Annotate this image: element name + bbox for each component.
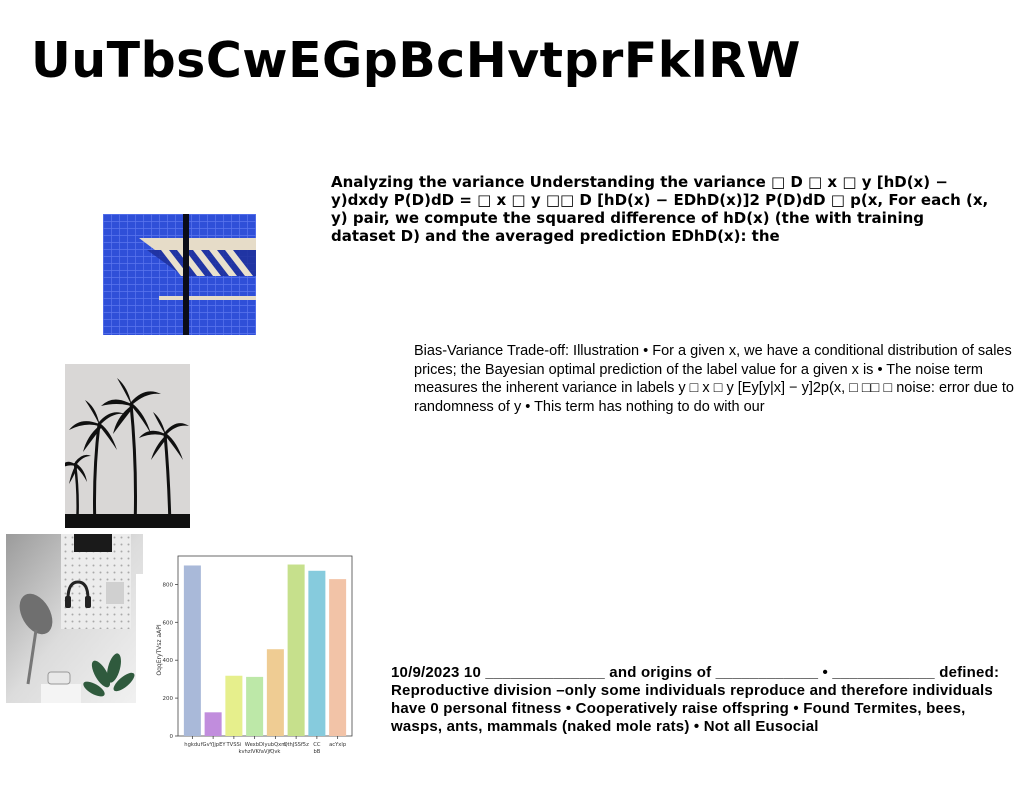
bar-chart: 0 200 400 600 800 hgkdu fGvYJjpEY TVSSi WexbDlkv…: [156, 555, 353, 755]
y-tick-label: 0: [170, 734, 174, 740]
x-tick-label: yubQxm: [264, 742, 286, 748]
x-tick-label: WexbDl: [245, 742, 265, 748]
x-tick-label: hgkdu: [184, 742, 200, 748]
x-tick-label: acYxlp: [329, 742, 347, 748]
text-block-eusocial: 10/9/2023 10 ______________ and origins …: [391, 664, 1000, 735]
x-tick-label-line2: bB: [313, 749, 320, 755]
plot-frame: [177, 555, 353, 737]
bar-WexbDl kvhzlVKfaVjf: [246, 676, 264, 736]
page-title: UuTbsCwEGpBcHvtprFklRW: [31, 32, 801, 89]
bar-QthJSSf5z: [287, 564, 305, 736]
x-tick-label: QthJSSf5z: [283, 742, 309, 748]
text-block-bias-variance: Bias-Variance Trade-off: Illustration • …: [414, 343, 1014, 415]
bar-fGvYJjpEY: [204, 712, 222, 736]
bar-CC bB: [308, 570, 326, 736]
y-tick-label: 600: [163, 620, 174, 626]
bar-acYxlp: [329, 579, 347, 736]
bar-yubQxm Qvk: [266, 649, 284, 736]
bar-hgkdu: [183, 565, 201, 736]
x-tick-label: CC: [313, 742, 321, 748]
room-shelf-photo: [6, 534, 143, 703]
y-tick-label: 800: [163, 582, 174, 588]
text-block-variance: Analyzing the variance Understanding the…: [331, 173, 989, 245]
palm-tree-photo: [65, 364, 190, 528]
x-tick-label: fGvYJjpEY: [201, 742, 227, 748]
bar-TVSSi: [225, 675, 243, 736]
building-photo: [103, 214, 256, 335]
x-tick-label-line2: kvhzlVKfaVjf: [238, 749, 270, 755]
y-tick-label: 400: [163, 658, 174, 664]
y-axis-label: OqqEryTVsz aAPI: [156, 624, 163, 676]
y-tick-label: 200: [163, 696, 174, 702]
x-tick-label: TVSSi: [226, 742, 242, 748]
x-tick-label-line2: Qvk: [270, 749, 280, 755]
